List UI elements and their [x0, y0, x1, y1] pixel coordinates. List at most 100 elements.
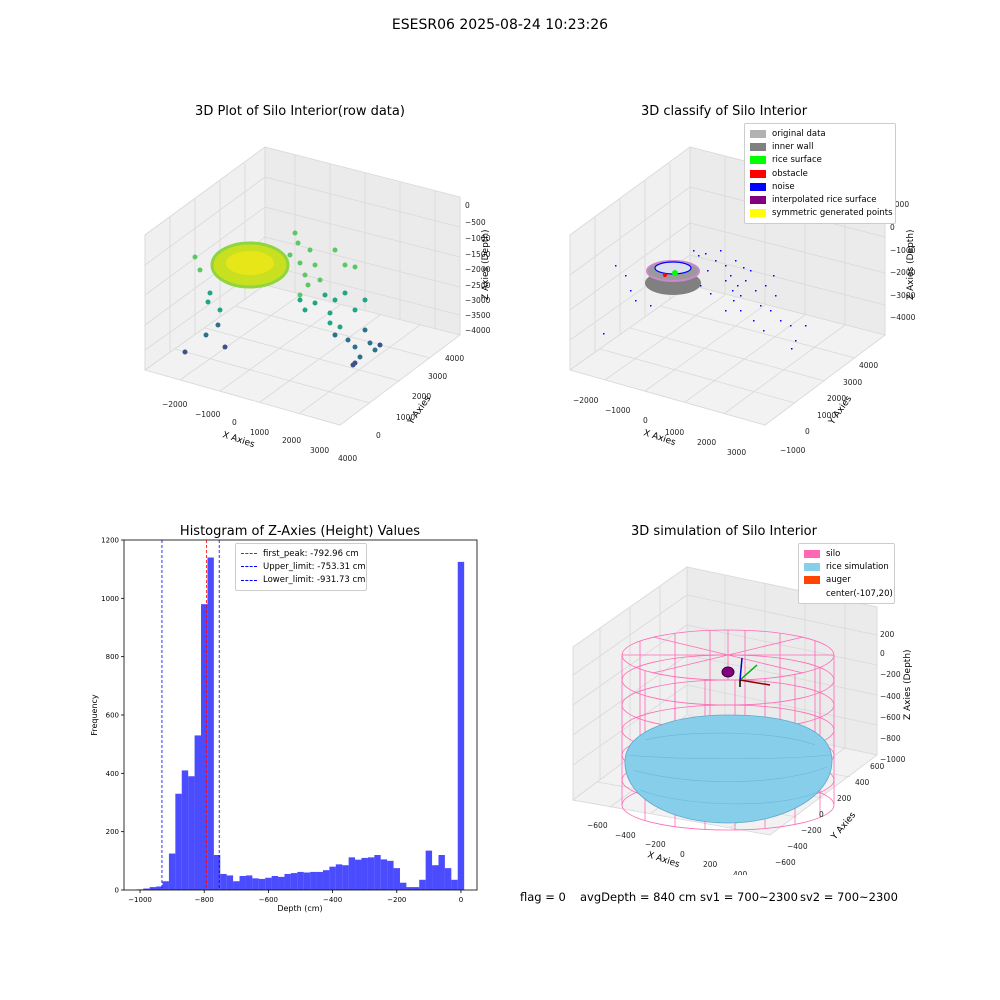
raw-ztick: −4000: [465, 326, 491, 335]
classify-xtick: 2000: [697, 438, 716, 447]
histogram-bar: [374, 855, 381, 890]
histogram-ytick-label: 800: [106, 653, 119, 661]
raw-ytick: 4000: [445, 354, 464, 363]
classify-ytick: −1000: [780, 446, 806, 455]
histogram-bar: [438, 855, 445, 890]
classify-plot-title: 3D classify of Silo Interior: [640, 104, 808, 119]
simulation-ztick: −200: [880, 670, 901, 679]
histogram-bar: [419, 879, 426, 890]
auger-marker: [721, 657, 771, 687]
classify-xtick: 3000: [727, 448, 746, 457]
raw-axis-ticks: −2000 −1000 0 1000 2000 3000 4000 0 1000…: [162, 201, 491, 463]
histogram-bar: [425, 850, 433, 890]
classify-ztick: 0: [890, 223, 895, 232]
legend-item: rice simulation: [804, 560, 889, 573]
flag-text: flag = 0: [520, 890, 566, 904]
histogram-chart: −1000 −800 −600 −400 −200 0 0 200 400 600 800 1000…: [90, 537, 478, 913]
simulation-ytick: 200: [837, 794, 852, 803]
histogram-bar: [226, 875, 234, 890]
raw-zlabel: Z Axies (Depth): [481, 229, 491, 300]
simulation-axis-ticks: −600 −400 −200 0 200 400 −600 −400 −200 …: [587, 630, 906, 875]
simulation-xtick: −200: [645, 840, 666, 849]
simulation-ztick: 200: [880, 630, 895, 639]
legend-swatch: [804, 576, 820, 585]
raw-xtick: 3000: [310, 446, 329, 455]
histogram-bar: [265, 877, 272, 890]
raw-ztick: −1000: [465, 234, 491, 243]
histogram-ytick-label: 1200: [101, 537, 119, 545]
histogram-bar: [290, 873, 298, 890]
simulation-zlabel: Z Axies (Depth): [903, 649, 913, 720]
simulation-ytick: 400: [855, 778, 870, 787]
histogram-bar: [162, 881, 169, 890]
legend-item: noise: [750, 180, 890, 193]
legend-swatch: [750, 129, 766, 138]
legend-item: first_peak: -792.96 cm: [241, 547, 361, 560]
simulation-ylabel: Y Axies: [829, 810, 858, 842]
simulation-xtick: 200: [703, 860, 718, 869]
classify-xtick: −1000: [605, 406, 631, 415]
histogram-bar: [252, 878, 259, 890]
figure-title: ESESR06 2025-08-24 10:23:26: [391, 17, 609, 33]
simulation-xtick: −600: [587, 821, 608, 830]
histogram-bar: [213, 855, 221, 890]
simulation-ytick: −400: [787, 842, 808, 851]
raw-ztick: −3500: [465, 311, 491, 320]
histogram-bar: [342, 865, 349, 890]
legend-item: interpolated rice surface: [750, 193, 890, 206]
simulation-ytick: 0: [819, 810, 824, 819]
legend-item: symmetric generated points: [750, 207, 893, 220]
classify-ztick: 1000: [890, 200, 909, 209]
simulation-ytick: −600: [775, 858, 796, 867]
legend-item: rice surface: [750, 154, 890, 167]
histogram-bar: [207, 557, 214, 890]
histogram-xtick-label: −600: [259, 896, 278, 904]
simulation-ztick: −1000: [880, 755, 906, 764]
avg-depth-text: avgDepth = 840 cm: [580, 890, 697, 904]
legend-item: auger: [804, 574, 889, 587]
histogram-bar: [444, 868, 452, 890]
classify-xtick: 0: [643, 416, 648, 425]
histogram-bar: [143, 888, 150, 890]
classify-point-cloud: [603, 250, 807, 350]
histogram-bars: [136, 557, 465, 890]
histogram-bar: [297, 871, 304, 890]
legend-item: obstacle: [750, 167, 890, 180]
raw-xtick: 4000: [338, 454, 357, 463]
histogram-bar: [149, 887, 157, 890]
histogram-bar: [181, 770, 189, 890]
histogram-bar: [284, 873, 291, 890]
histogram-bar: [451, 879, 458, 890]
classify-legend: original data inner wall rice surface ob…: [744, 123, 896, 225]
histogram-bar: [387, 860, 394, 890]
histogram-xticks: −1000 −800 −600 −400 −200 0: [128, 890, 463, 904]
histogram-bar: [194, 735, 202, 890]
histogram-xtick-label: −800: [195, 896, 214, 904]
histogram-bar: [156, 886, 163, 890]
histogram-legend: first_peak: -792.96 cm Upper_limit: -753…: [235, 543, 367, 591]
raw-xtick: 2000: [282, 436, 301, 445]
classify-ytick: 0: [805, 427, 810, 436]
legend-line: [241, 579, 257, 581]
simulation-legend: silo rice simulation auger center(-107,2…: [798, 543, 895, 605]
legend-swatch: [804, 549, 820, 558]
simulation-ztick: −400: [880, 692, 901, 701]
simulation-ytick: 600: [870, 762, 885, 771]
simulation-ztick: −800: [880, 734, 901, 743]
rice-simulation-surface: [624, 714, 833, 824]
classify-ytick: 1000: [817, 411, 836, 420]
raw-ztick: −2000: [465, 265, 491, 274]
histogram-bar: [233, 881, 240, 890]
histogram-ytick-label: 1000: [101, 595, 119, 603]
histogram-bar: [367, 857, 375, 890]
histogram-bar: [271, 876, 279, 890]
legend-item: Lower_limit: -931.73 cm: [241, 574, 365, 587]
legend-swatch: [804, 590, 820, 598]
raw-point-cloud: [182, 230, 383, 368]
raw-xtick: 0: [232, 418, 237, 427]
histogram-bar: [220, 873, 227, 890]
legend-item: Upper_limit: -753.31 cm: [241, 560, 366, 573]
legend-swatch: [750, 169, 766, 178]
raw-ztick: −2500: [465, 281, 491, 290]
histogram-bar: [168, 853, 176, 890]
